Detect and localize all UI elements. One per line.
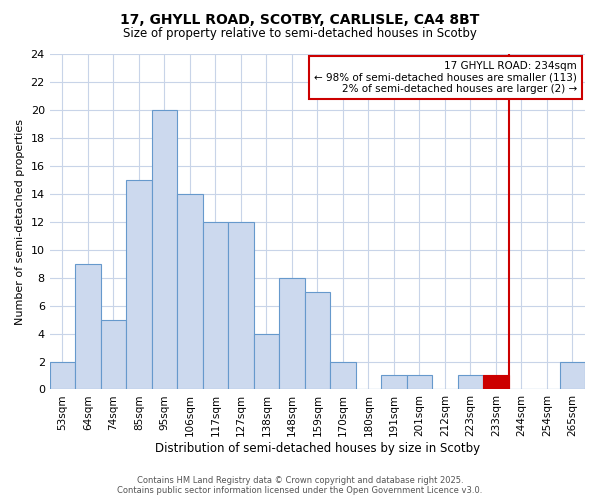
Bar: [228, 222, 254, 390]
Bar: [381, 376, 407, 390]
Bar: [152, 110, 177, 390]
Text: Contains HM Land Registry data © Crown copyright and database right 2025.
Contai: Contains HM Land Registry data © Crown c…: [118, 476, 482, 495]
Bar: [50, 362, 75, 390]
X-axis label: Distribution of semi-detached houses by size in Scotby: Distribution of semi-detached houses by …: [155, 442, 480, 455]
Bar: [177, 194, 203, 390]
Y-axis label: Number of semi-detached properties: Number of semi-detached properties: [15, 118, 25, 324]
Bar: [407, 376, 432, 390]
Bar: [101, 320, 126, 390]
Bar: [126, 180, 152, 390]
Text: 17 GHYLL ROAD: 234sqm
← 98% of semi-detached houses are smaller (113)
2% of semi: 17 GHYLL ROAD: 234sqm ← 98% of semi-deta…: [314, 60, 577, 94]
Bar: [254, 334, 279, 390]
Bar: [203, 222, 228, 390]
Bar: [483, 376, 509, 390]
Bar: [305, 292, 330, 390]
Text: 17, GHYLL ROAD, SCOTBY, CARLISLE, CA4 8BT: 17, GHYLL ROAD, SCOTBY, CARLISLE, CA4 8B…: [121, 12, 479, 26]
Text: Size of property relative to semi-detached houses in Scotby: Size of property relative to semi-detach…: [123, 28, 477, 40]
Bar: [279, 278, 305, 390]
Bar: [75, 264, 101, 390]
Bar: [560, 362, 585, 390]
Bar: [458, 376, 483, 390]
Bar: [330, 362, 356, 390]
